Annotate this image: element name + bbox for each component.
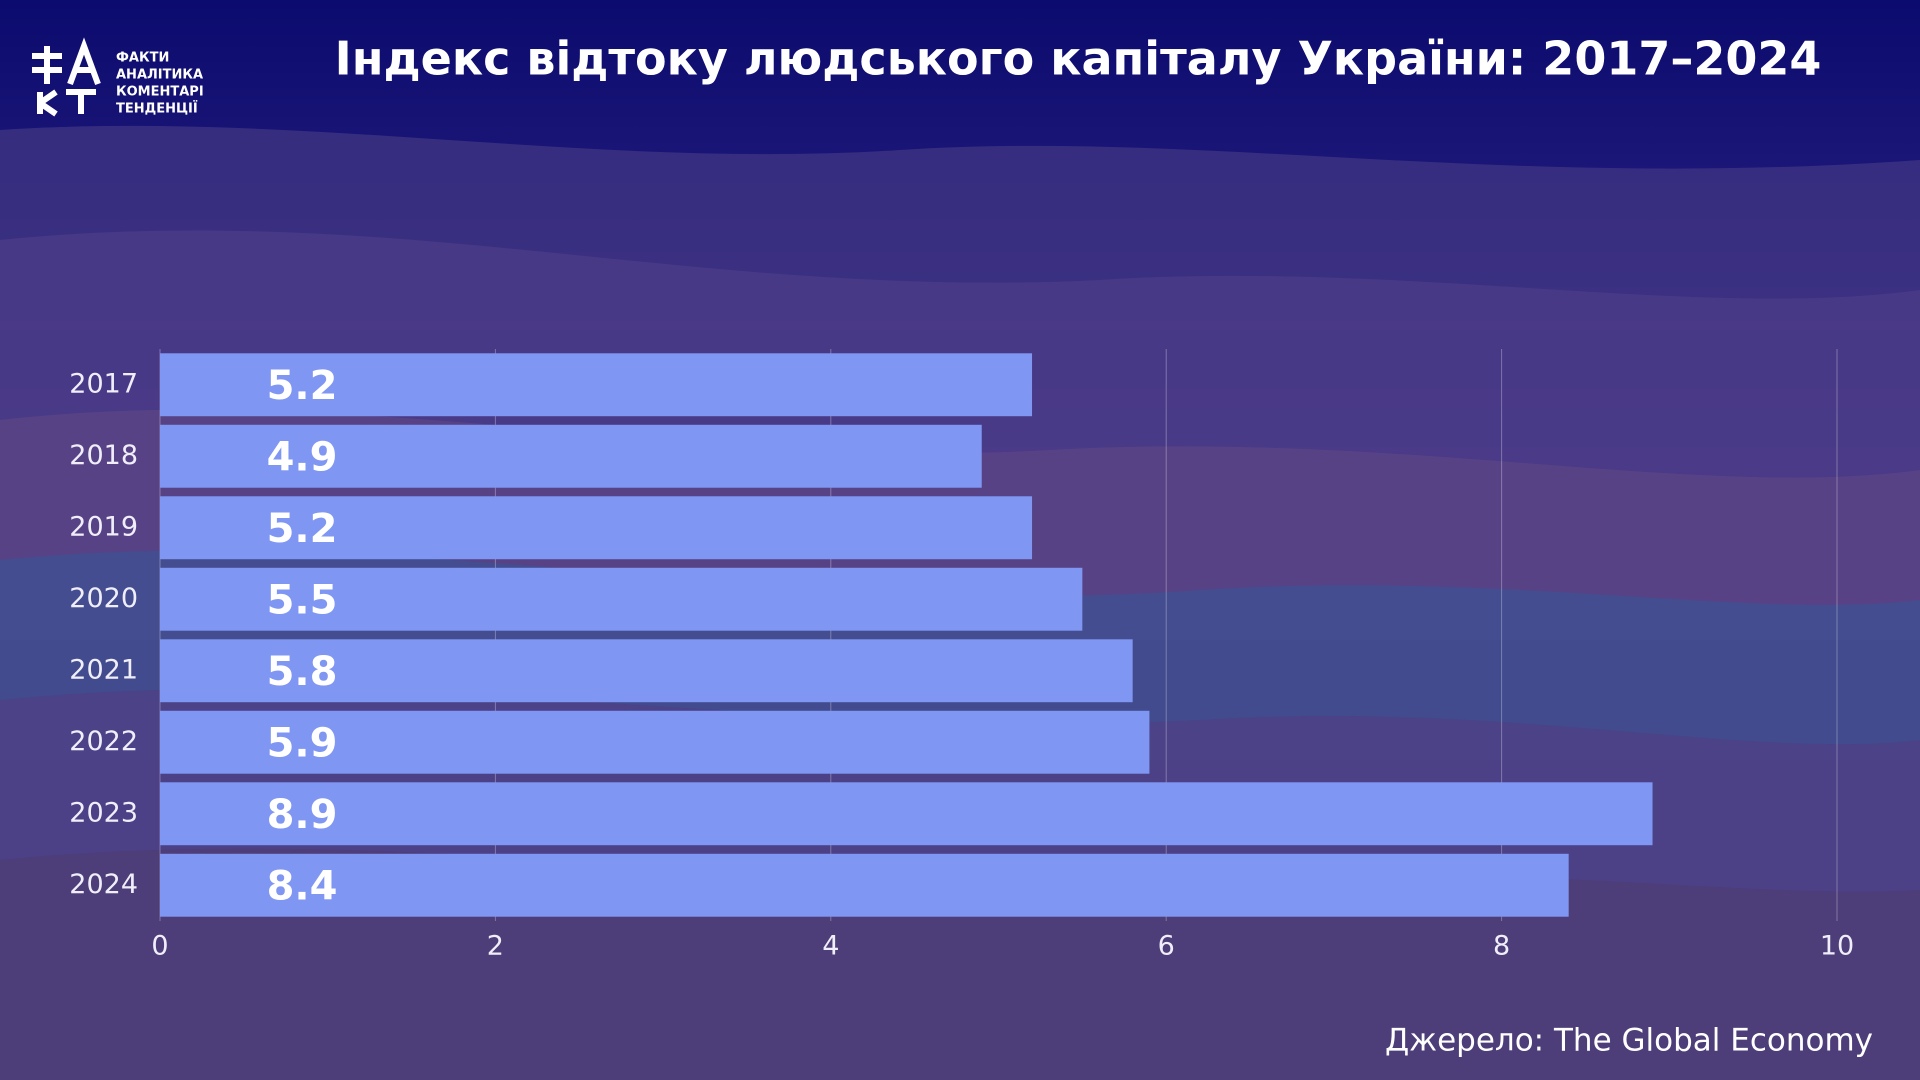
- y-tick-label: 2023: [69, 797, 138, 828]
- value-label: 5.8: [267, 649, 338, 695]
- value-label: 5.2: [267, 506, 338, 552]
- y-tick-label: 2017: [69, 368, 138, 399]
- y-tick-label: 2021: [69, 654, 138, 685]
- x-tick-label: 2: [487, 931, 504, 962]
- bar: [160, 710, 1150, 774]
- value-label: 5.2: [267, 363, 338, 409]
- logo-text: ФАКТИ: [116, 51, 169, 66]
- bar: [160, 353, 1033, 417]
- value-label: 5.9: [267, 720, 338, 766]
- logo-mark: [32, 37, 101, 117]
- logo-text: ТЕНДЕНЦІЇ: [116, 101, 198, 117]
- source: Джерело: The Global Economy: [1385, 1023, 1873, 1059]
- value-label: 5.5: [267, 577, 338, 623]
- y-tick-label: 2022: [69, 726, 138, 757]
- bar: [160, 853, 1569, 917]
- chart-title: Індекс відтоку людського капіталу Україн…: [335, 32, 1822, 86]
- x-tick-label: 4: [822, 931, 839, 962]
- value-label: 4.9: [267, 434, 338, 480]
- value-label: 8.4: [267, 863, 338, 909]
- logo-text: КОМЕНТАРІ: [116, 85, 204, 100]
- x-tick-label: 8: [1493, 931, 1510, 962]
- bar: [160, 567, 1083, 631]
- y-tick-label: 2020: [69, 583, 138, 614]
- logo-text: АНАЛІТИКА: [116, 68, 203, 83]
- bar: [160, 424, 982, 488]
- y-tick-label: 2018: [69, 440, 138, 471]
- x-tick-label: 0: [151, 931, 168, 962]
- x-tick-label: 10: [1820, 931, 1854, 962]
- y-tick-label: 2024: [69, 869, 138, 900]
- bar: [160, 639, 1133, 703]
- y-tick-label: 2019: [69, 511, 138, 542]
- bar: [160, 782, 1653, 846]
- value-label: 8.9: [267, 792, 338, 838]
- x-tick-label: 6: [1158, 931, 1175, 962]
- bar: [160, 496, 1033, 560]
